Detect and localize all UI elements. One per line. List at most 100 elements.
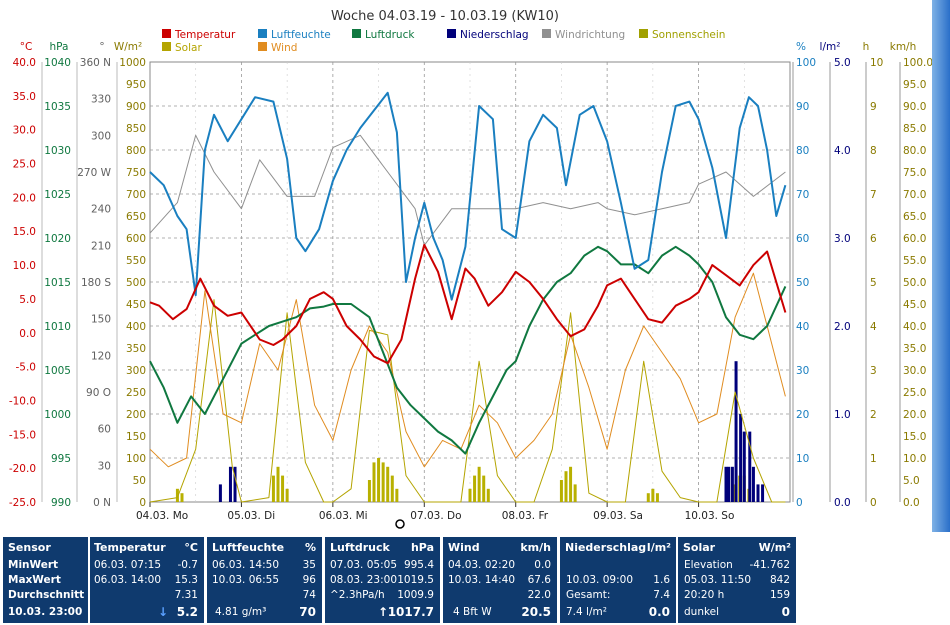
- y-tick-label: 3.0: [834, 233, 851, 245]
- y-tick-label: 700: [126, 189, 146, 201]
- y-tick-label: 330: [91, 94, 111, 106]
- y-tick-label: -25.0: [9, 497, 36, 509]
- rain-bar: [751, 466, 755, 502]
- y-tick-label: 45.0: [903, 299, 926, 311]
- y-tick-label: 180 S: [81, 277, 111, 289]
- sunshine-bar: [367, 480, 371, 502]
- y-tick-label: 0.0: [19, 328, 36, 340]
- pressure-min-time: 07.03. 05:05: [330, 559, 397, 571]
- y-tick-label: 270 W: [77, 167, 111, 179]
- rain-bar: [756, 484, 760, 502]
- y-tick-label: 0: [796, 497, 803, 509]
- axis-unit-label: h: [863, 41, 870, 53]
- y-tick-label: 0: [139, 497, 146, 509]
- rain-total-label: Gesamt:: [566, 589, 611, 601]
- legend-label: Solar: [175, 42, 202, 54]
- pressure-max-time: 08.03. 23:00: [330, 574, 397, 586]
- y-tick-label: 150: [91, 314, 111, 326]
- x-tick-label: 06.03. Mi: [319, 510, 368, 522]
- y-tick-label: 50: [133, 475, 146, 487]
- temp-max-value: 15.3: [174, 574, 198, 586]
- now-marker-icon: [395, 519, 405, 529]
- legend-swatch: [258, 42, 267, 51]
- y-tick-label: 0.0: [903, 497, 920, 509]
- solar-max-time: 05.03. 11:50: [684, 574, 751, 586]
- wind-max-time: 10.03. 14:40: [448, 574, 515, 586]
- rain-bar: [724, 466, 728, 502]
- y-axes: 40.035.030.025.020.015.010.05.00.0-5.0-1…: [9, 57, 933, 509]
- y-tick-label: 1030: [44, 145, 71, 157]
- sunshine-bar: [655, 493, 659, 502]
- y-tick-label: 990: [51, 497, 71, 509]
- y-tick-label: 240: [91, 204, 111, 216]
- row-label-avg: Durchschnitt: [8, 589, 85, 601]
- y-tick-label: 1005: [44, 365, 71, 377]
- y-tick-label: 30.0: [13, 125, 36, 137]
- y-tick-label: 210: [91, 240, 111, 252]
- y-tick-label: 40.0: [13, 57, 36, 69]
- temp-current-value: 5.2: [176, 605, 198, 619]
- y-tick-label: 650: [126, 211, 146, 223]
- humidity-unit: %: [304, 541, 316, 554]
- wind-max-value: 67.6: [527, 574, 551, 586]
- sunshine-bar: [482, 475, 486, 502]
- series-layer: [149, 91, 787, 503]
- row-label-min: MinWert: [8, 559, 59, 571]
- y-tick-label: 50: [796, 277, 809, 289]
- sunshine-bar: [651, 488, 655, 502]
- wind-min-value: 0.0: [534, 559, 551, 571]
- pressure-trend-icon: ↑: [377, 605, 388, 619]
- sunshine-bar: [285, 488, 289, 502]
- y-tick-label: 5.0: [19, 294, 36, 306]
- row-label-max: MaxWert: [8, 574, 61, 586]
- sunshine-bar: [559, 480, 563, 502]
- y-tick-label: 50.0: [903, 277, 926, 289]
- rain-bar: [742, 431, 746, 502]
- y-tick-label: 15.0: [13, 226, 36, 238]
- y-tick-label: 90 O: [86, 387, 111, 399]
- y-tick-label: 1025: [44, 189, 71, 201]
- y-tick-label: 20.0: [13, 192, 36, 204]
- rain-bar: [748, 431, 752, 502]
- legend: Temperatur Luftfeuchte Luftdruck Niederschl…: [162, 29, 725, 54]
- wind-current-value: 20.5: [521, 605, 551, 619]
- y-tick-label: 90.0: [903, 101, 926, 113]
- y-tick-label: 70.0: [903, 189, 926, 201]
- y-tick-label: 30: [98, 460, 111, 472]
- y-tick-label: 5.0: [834, 57, 851, 69]
- y-tick-label: 25.0: [903, 387, 926, 399]
- y-tick-label: 120: [91, 350, 111, 362]
- y-tick-label: 10.0: [903, 453, 926, 465]
- rain-bar: [218, 484, 222, 502]
- y-tick-label: 40: [796, 321, 809, 333]
- humidity-header: Luftfeuchte: [212, 541, 285, 554]
- sunshine-bar: [372, 462, 376, 502]
- legend-swatch: [352, 29, 361, 38]
- y-tick-label: -10.0: [9, 395, 36, 407]
- humidity-block: Luftfeuchte% 06.03. 14:50 35 10.03. 06:55…: [207, 537, 322, 623]
- y-tick-label: 2: [870, 409, 877, 421]
- axis-unit-label: °: [99, 41, 104, 53]
- wind-unit: km/h: [520, 541, 551, 554]
- sunshine-bar: [473, 475, 477, 502]
- y-tick-label: 300: [91, 130, 111, 142]
- y-tick-label: 7: [870, 189, 877, 201]
- legend-swatch: [162, 42, 171, 51]
- y-tick-label: 0: [870, 497, 877, 509]
- rain-unit: l/m²: [646, 541, 671, 554]
- y-tick-label: 1000: [119, 57, 146, 69]
- y-tick-label: 75.0: [903, 167, 926, 179]
- legend-label: Luftfeuchte: [271, 29, 331, 41]
- solar-elevation-value: -41.762: [749, 559, 790, 571]
- y-tick-label: 20.0: [903, 409, 926, 421]
- solar-avg-value: 159: [769, 589, 790, 601]
- y-tick-label: -20.0: [9, 463, 36, 475]
- y-tick-label: 150: [126, 431, 146, 443]
- y-tick-label: 4: [870, 321, 877, 333]
- temperature-unit: °C: [184, 541, 198, 554]
- y-tick-label: 950: [126, 79, 146, 91]
- humidity-max-value: 96: [302, 574, 316, 586]
- sunshine-bar: [395, 488, 399, 502]
- sunshine-bar: [381, 462, 385, 502]
- y-tick-label: 0.0: [834, 497, 851, 509]
